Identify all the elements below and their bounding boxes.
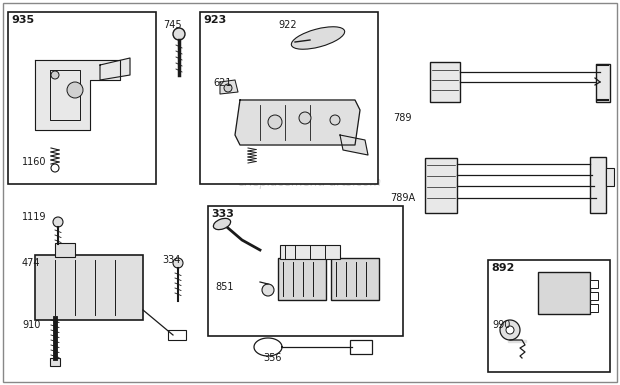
Bar (278, 258, 326, 300)
Circle shape (53, 217, 63, 227)
Text: 923: 923 (203, 15, 226, 25)
Circle shape (506, 326, 514, 334)
Bar (590, 292, 598, 300)
Circle shape (268, 115, 282, 129)
Text: 334: 334 (162, 255, 180, 265)
Polygon shape (235, 100, 360, 145)
Bar (208, 206, 403, 336)
Text: 892: 892 (491, 263, 515, 273)
Bar (55, 243, 75, 257)
Bar (596, 64, 610, 102)
Polygon shape (100, 58, 130, 80)
Bar (350, 340, 372, 354)
Text: 990: 990 (492, 320, 510, 330)
Bar (590, 157, 606, 213)
Bar (430, 62, 460, 102)
Text: 621: 621 (213, 78, 231, 88)
Bar (200, 12, 378, 184)
Text: 789: 789 (393, 113, 412, 123)
Text: 474: 474 (22, 258, 40, 268)
Polygon shape (508, 340, 526, 342)
Circle shape (224, 84, 232, 92)
Ellipse shape (213, 218, 231, 229)
Text: 789A: 789A (390, 193, 415, 203)
Polygon shape (220, 80, 238, 94)
Text: 851: 851 (215, 282, 234, 292)
Text: 356: 356 (263, 353, 281, 363)
Text: 935: 935 (11, 15, 34, 25)
Text: eReplacementParts.com: eReplacementParts.com (238, 176, 382, 189)
Bar (538, 272, 590, 314)
Bar (280, 245, 340, 259)
Circle shape (173, 28, 185, 40)
Bar (35, 255, 143, 320)
Text: 1160: 1160 (22, 157, 46, 167)
Bar (606, 168, 614, 186)
Ellipse shape (291, 27, 345, 49)
Bar (331, 258, 379, 300)
Circle shape (330, 115, 340, 125)
Text: 1119: 1119 (22, 212, 46, 222)
Circle shape (262, 284, 274, 296)
Text: 910: 910 (22, 320, 40, 330)
Bar (488, 260, 610, 372)
Text: 333: 333 (211, 209, 234, 219)
Circle shape (67, 82, 83, 98)
Text: 922: 922 (278, 20, 296, 30)
Bar (425, 158, 457, 213)
Circle shape (51, 164, 59, 172)
Polygon shape (35, 60, 120, 130)
Bar (590, 304, 598, 312)
Bar (590, 280, 598, 288)
Circle shape (299, 112, 311, 124)
Bar (50, 358, 60, 366)
Polygon shape (340, 135, 368, 155)
Text: 745: 745 (163, 20, 182, 30)
Circle shape (173, 258, 183, 268)
Circle shape (51, 71, 59, 79)
Bar (168, 330, 186, 340)
Bar (8, 12, 156, 184)
Circle shape (500, 320, 520, 340)
